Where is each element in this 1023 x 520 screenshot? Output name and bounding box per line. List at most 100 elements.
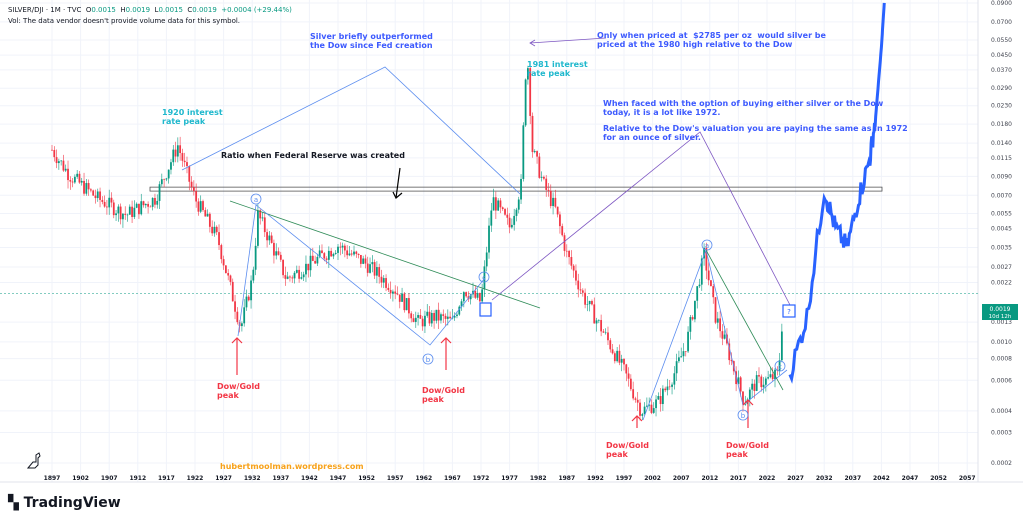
candle-body xyxy=(224,265,227,274)
trendline-green-2 xyxy=(705,249,784,391)
annotation-fed-ratio[interactable]: Ratio when Federal Reserve was created xyxy=(221,151,405,160)
candle-body xyxy=(174,149,177,157)
candle-body xyxy=(208,213,211,227)
candle-body xyxy=(620,358,623,363)
candle-body xyxy=(586,304,589,305)
candle-body xyxy=(524,79,527,126)
candle-body xyxy=(133,207,136,217)
candle-body xyxy=(172,149,175,163)
candle-body xyxy=(128,206,131,215)
time-axis-ticks[interactable]: 1897 1902 1907 1912 1917 1922 1927 1932 1937 1942… xyxy=(44,475,976,482)
time-tick-label: 1902 xyxy=(72,475,89,482)
candle-body xyxy=(227,273,230,276)
candle-body xyxy=(179,145,182,154)
candle-body xyxy=(314,260,317,264)
annotation-only-when[interactable]: Only when priced at $2785 per oz would s… xyxy=(597,31,826,49)
candle-body xyxy=(387,287,390,290)
candle-body xyxy=(641,414,644,416)
annotation-fed-outperform[interactable]: Silver briefly outperformed the Dow sinc… xyxy=(310,32,433,50)
candle-body xyxy=(680,356,683,358)
candle-body xyxy=(684,351,687,352)
candle-body xyxy=(112,202,115,216)
candle-body xyxy=(721,331,724,339)
candle-body xyxy=(430,312,433,324)
projection-series xyxy=(788,2,886,384)
fed-ratio-band[interactable] xyxy=(149,186,883,192)
candle-body xyxy=(625,364,628,374)
candle-body xyxy=(282,259,284,276)
candle-body xyxy=(758,375,760,377)
candle-body xyxy=(767,377,770,379)
candle-body xyxy=(412,318,415,322)
price-axis[interactable] xyxy=(978,0,1023,482)
candle-body xyxy=(273,242,275,256)
candle-body xyxy=(341,245,344,248)
time-tick-label: 2042 xyxy=(873,475,890,482)
candle-body xyxy=(192,187,195,192)
candle-body xyxy=(597,320,600,321)
annotation-faced[interactable]: When faced with the option of buying eit… xyxy=(603,99,884,117)
candle-body xyxy=(591,301,593,305)
candle-body xyxy=(378,267,381,277)
annotation-dowgold-4[interactable]: Dow/Gold peak xyxy=(726,441,769,459)
price-tick-label: 0.0700 xyxy=(991,19,1012,26)
candle-body xyxy=(483,266,486,290)
candle-body xyxy=(762,384,765,388)
candles xyxy=(51,65,783,421)
price-tick-label: 0.0550 xyxy=(991,37,1012,44)
candle-body xyxy=(410,313,413,319)
candle-body xyxy=(254,245,257,270)
candle-body xyxy=(160,179,163,185)
svg-text:c: c xyxy=(778,363,782,371)
candle-body xyxy=(195,191,198,202)
current-price-value: 0.0019 xyxy=(990,306,1011,313)
candle-body xyxy=(311,255,314,261)
candle-body xyxy=(371,262,374,265)
candle-body xyxy=(657,396,660,400)
wave-abc-2025 xyxy=(642,248,788,421)
price-tick-label: 0.0003 xyxy=(991,429,1012,436)
price-tick-label: 0.0140 xyxy=(991,140,1012,147)
candle-body xyxy=(357,253,360,255)
candle-body xyxy=(103,201,106,207)
candle-body xyxy=(627,373,630,379)
candle-body xyxy=(115,213,117,216)
candle-body xyxy=(275,251,278,256)
candle-body xyxy=(263,217,266,233)
candle-body xyxy=(266,232,268,241)
candle-body xyxy=(563,235,566,251)
candle-body xyxy=(83,180,85,194)
candle-body xyxy=(401,293,403,302)
annotation-dowgold-3[interactable]: Dow/Gold peak xyxy=(606,441,649,459)
candle-body xyxy=(650,404,653,413)
svg-text:b: b xyxy=(426,356,431,364)
candle-body xyxy=(575,270,577,281)
down-arrow-head xyxy=(392,191,403,199)
annotation-dowgold-1[interactable]: Dow/Gold peak xyxy=(217,382,260,400)
wave-labels-circles xyxy=(250,193,786,421)
annotation-1920-peak[interactable]: 1920 interest rate peak xyxy=(162,108,223,126)
annotation-1981-peak[interactable]: 1981 interest rate peak xyxy=(527,60,588,78)
candle-body xyxy=(554,197,557,207)
candle-body xyxy=(490,210,493,226)
annotation-dowgold-2[interactable]: Dow/Gold peak xyxy=(422,386,465,404)
candle-body xyxy=(664,388,667,391)
price-tick-label: 0.0006 xyxy=(991,377,1012,384)
candle-body xyxy=(760,376,763,388)
candle-body xyxy=(517,199,520,210)
price-tick-label: 0.0035 xyxy=(991,244,1012,251)
symbol-legend[interactable]: SILVER/DJI · 1M · TVC O0.0015 H0.0019 L0… xyxy=(8,6,292,14)
tradingview-logo[interactable]: ▚ TradingView xyxy=(8,495,121,511)
candle-body xyxy=(165,178,168,180)
annotation-relative[interactable]: Relative to the Dow's valuation you are … xyxy=(603,124,908,142)
candle-body xyxy=(353,251,355,255)
box-1972 xyxy=(479,302,492,317)
drawings[interactable] xyxy=(181,37,796,428)
candle-body xyxy=(250,280,252,301)
price-tick-label: 0.0900 xyxy=(991,0,1012,7)
tradingview-logo-icon: ▚ xyxy=(8,495,19,511)
candle-body xyxy=(51,149,53,151)
candle-body xyxy=(639,402,641,416)
candle-body xyxy=(682,351,685,357)
